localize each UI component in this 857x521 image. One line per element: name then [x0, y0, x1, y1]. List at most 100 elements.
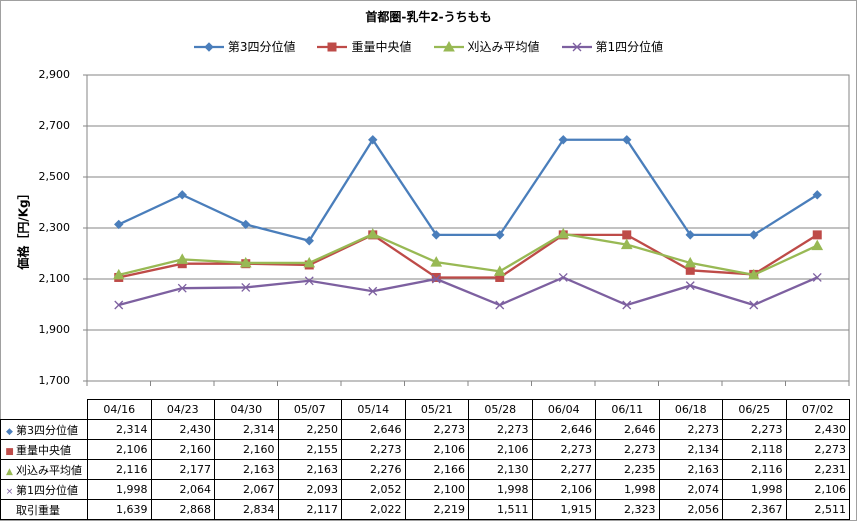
y-tick-label: 1,900	[38, 323, 71, 336]
table-row: ▲ 刈込み平均値 2,116 2,177 2,163 2,163 2,276 2,166 2,1…	[0, 459, 850, 480]
table-cell: 1,511	[468, 499, 533, 520]
series-4-point	[241, 282, 251, 292]
legend-item: 重量中央値	[317, 38, 412, 55]
series-4-point	[495, 300, 505, 310]
table-header-cell: 05/14	[341, 399, 406, 420]
table-cell: 1,998	[595, 479, 660, 500]
series-3-point	[684, 256, 697, 268]
x-marker-stroke	[177, 283, 187, 293]
y-tick-label: 2,300	[38, 221, 71, 234]
table-cell: 2,056	[658, 499, 723, 520]
table-header-cell: 05/21	[404, 399, 469, 420]
table-row-label: ▲ 刈込み平均値	[0, 459, 88, 480]
legend-item: 第1四分位値	[561, 38, 664, 55]
series-4-point	[177, 283, 187, 293]
table-row: ■ 重量中央値 2,106 2,160 2,160 2,155 2,273 2,106 2,10…	[0, 439, 850, 460]
table-header-cell: 04/16	[87, 399, 152, 420]
series-1-point	[749, 230, 759, 240]
table-header-cell: 05/07	[277, 399, 342, 420]
table-cell: 2,160	[214, 439, 279, 460]
table-header-cell: 04/23	[150, 399, 215, 420]
legend-label: 第3四分位値	[227, 40, 296, 54]
series-3-point	[620, 238, 633, 250]
table-cell: 2,160	[150, 439, 215, 460]
table-cell: 1,915	[531, 499, 596, 520]
row-marker-icon: ■	[5, 446, 14, 457]
series-2-point	[685, 265, 695, 275]
legend-label: 第1四分位値	[595, 40, 664, 54]
series-4-point	[114, 300, 124, 310]
table-cell: 2,273	[531, 439, 596, 460]
series-line-3	[118, 232, 818, 277]
table-cell: 2,106	[785, 479, 850, 500]
table-cell: 2,273	[658, 419, 723, 440]
table-cell: 2,177	[150, 459, 215, 480]
series-3-point	[811, 239, 824, 251]
table-cell: 2,430	[785, 419, 850, 440]
table-cell: 2,116	[87, 459, 152, 480]
table-cell: 2,052	[341, 479, 406, 500]
legend-label: 刈込み平均値	[467, 40, 540, 54]
table-cell: 2,646	[341, 419, 406, 440]
series-3-point	[557, 227, 570, 239]
table-cell: 2,219	[404, 499, 469, 520]
table-cell: 1,998	[722, 479, 787, 500]
legend-swatch	[193, 41, 224, 52]
series-line-1	[118, 137, 818, 243]
table-header-cell: 07/02	[785, 399, 850, 420]
table-header-cell: 04/30	[214, 399, 279, 420]
series-1-point	[495, 230, 505, 240]
legend-marker	[204, 41, 214, 52]
table-header-cell: 06/18	[658, 399, 723, 420]
table-cell: 2,273	[341, 439, 406, 460]
table-cell: 2,250	[277, 419, 342, 440]
row-marker-icon: ▲	[6, 466, 13, 477]
x-marker-stroke	[685, 281, 695, 291]
series-4-point	[304, 276, 314, 286]
table-cell: 2,106	[404, 439, 469, 460]
x-marker-stroke	[812, 273, 822, 282]
y-tick-label: 2,900	[38, 68, 71, 81]
series-1-point	[685, 230, 695, 240]
y-tick-label: 2,700	[38, 119, 71, 132]
table-cell: 2,314	[87, 419, 152, 440]
series-1-point	[114, 219, 124, 230]
table-cell: 2,868	[150, 499, 215, 520]
table-cell: 2,273	[785, 439, 850, 460]
series-2-point	[431, 272, 441, 282]
table-row-label: ◆ 第3四分位値	[0, 419, 88, 440]
table-cell: 2,100	[404, 479, 469, 500]
table-cell: 2,430	[150, 419, 215, 440]
data-table: 04/16 04/23 04/30 05/07 05/14 05/21 05/28 06/04…	[0, 399, 850, 520]
table-cell: 2,273	[595, 439, 660, 460]
plot-area	[83, 74, 850, 386]
series-2-point	[622, 230, 632, 240]
x-marker-stroke	[241, 282, 251, 292]
series-4-point	[558, 273, 568, 282]
series-3-point	[747, 268, 760, 280]
legend-item: 第3四分位値	[193, 38, 296, 55]
table-row: ◆ 第3四分位値 2,314 2,430 2,314 2,250 2,646 2,273 2,2…	[0, 419, 850, 440]
table-cell: 2,022	[341, 499, 406, 520]
chart-title: 首都圏-乳牛2-うちもも	[365, 10, 492, 24]
table-cell: 2,646	[531, 419, 596, 440]
series-line-2	[118, 233, 818, 279]
x-marker-stroke	[749, 300, 759, 310]
legend-marker	[327, 42, 337, 51]
table-cell: 2,106	[87, 439, 152, 460]
x-marker-stroke	[304, 276, 314, 286]
table-header-cell: 06/11	[595, 399, 660, 420]
table-header-cell: 05/28	[468, 399, 533, 420]
row-label-text: 刈込み平均値	[16, 463, 82, 477]
table-cell: 2,511	[785, 499, 850, 520]
legend-marker	[442, 40, 455, 51]
table-cell: 2,134	[658, 439, 723, 460]
table-header-cell: 06/25	[722, 399, 787, 420]
x-marker-stroke	[114, 300, 124, 310]
table-cell: 2,273	[468, 419, 533, 440]
table-cell: 2,093	[277, 479, 342, 500]
legend: 第3四分位値 重量中央値 刈込み平均値 第1四分位値	[0, 38, 857, 55]
series-2-point	[812, 230, 822, 240]
legend-swatch	[317, 42, 348, 51]
series-1-point	[177, 190, 187, 200]
